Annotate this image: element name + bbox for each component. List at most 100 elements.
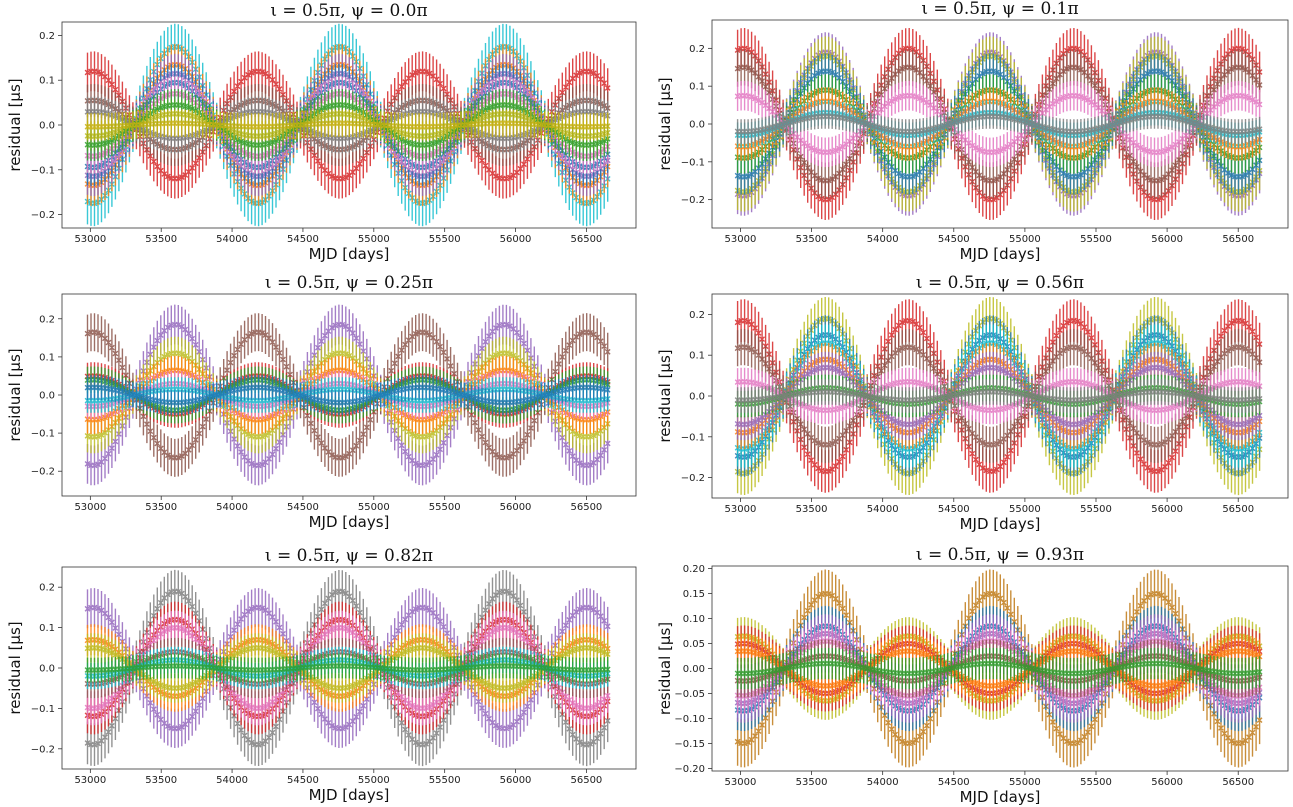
series [734,379,1263,413]
x-tick-label: 55000 [1009,504,1041,515]
x-tick-label: 54500 [938,234,970,245]
y-tick-label: 0.1 [689,82,705,93]
x-tick-label: 53000 [74,502,106,513]
y-tick-label: −0.1 [31,704,55,715]
x-tick-label: 55000 [1009,234,1041,245]
x-tick-label: 56000 [1151,234,1183,245]
y-tick-label: 0.15 [683,589,705,600]
chart-panel-2: 53000 53500 54000 54500 55000 55500 56000 56500… [656,0,1289,263]
series-marks [84,375,611,415]
x-tick-label: 56000 [500,775,532,786]
x-tick-label: 54500 [287,502,319,513]
x-tick-label: 55500 [429,502,461,513]
x-tick-label: 55500 [429,234,461,245]
y-tick-label: 0.2 [689,44,705,55]
x-tick-label: 55000 [358,234,390,245]
x-tick-label: 55500 [1080,234,1112,245]
y-tick-label: 0.1 [39,623,55,634]
y-tick-label: −0.1 [31,429,55,440]
y-tick-label: −0.2 [31,210,55,221]
chart-title: ι = 0.5π, ψ = 0.1π [921,0,1078,19]
series [734,104,1263,144]
x-tick-label: 56500 [1222,504,1254,515]
y-tick-label: 0.0 [689,392,705,403]
series-marks [734,379,1263,413]
chart-panel-1: 53000 53500 54000 54500 55000 55500 56000 56500… [6,1,637,263]
x-tick-label: 54000 [216,775,248,786]
x-tick-label: 55500 [1080,504,1112,515]
y-tick-label: 0.1 [39,76,55,87]
chart-title: ι = 0.5π, ψ = 0.93π [916,545,1084,565]
y-tick-label: 0.0 [39,664,55,675]
x-tick-label: 55500 [429,775,461,786]
x-tick-label: 54000 [216,502,248,513]
chart-panel-5: 53000 53500 54000 54500 55000 55500 56000 56500… [6,546,637,804]
x-tick-label: 56000 [1151,777,1183,788]
x-axis-label: MJD [days] [309,786,390,804]
y-tick-label: 0.2 [689,310,705,321]
series-marks [734,647,1263,690]
y-tick-label: −0.1 [31,165,55,176]
y-tick-label: −0.1 [681,157,705,168]
y-tick-label: 0.10 [683,614,705,625]
y-axis-label: residual [μs] [656,77,674,170]
x-tick-label: 54000 [867,777,899,788]
x-tick-label: 56500 [570,775,602,786]
y-axis-label: residual [μs] [656,349,674,442]
x-tick-label: 54000 [867,504,899,515]
x-tick-label: 55000 [358,775,390,786]
x-tick-label: 56000 [500,502,532,513]
y-tick-label: 0.0 [39,121,55,132]
y-tick-label: 0.1 [689,351,705,362]
x-tick-label: 53000 [725,504,757,515]
y-tick-label: 0.2 [39,314,55,325]
y-tick-label: −0.05 [674,689,705,700]
y-tick-label: 0.2 [39,583,55,594]
series [734,647,1263,690]
plot-area [84,23,611,227]
x-tick-label: 53000 [74,234,106,245]
x-tick-label: 53500 [145,775,177,786]
y-tick-label: −0.2 [681,195,705,206]
series-marks [734,104,1263,144]
x-tick-label: 53500 [796,234,828,245]
x-tick-label: 56500 [1222,234,1254,245]
y-tick-label: 0.2 [39,31,55,42]
series [84,375,611,415]
chart-title: ι = 0.5π, ψ = 0.0π [270,1,427,21]
x-tick-label: 53000 [725,234,757,245]
x-tick-label: 53000 [74,775,106,786]
x-axis-label: MJD [days] [960,245,1041,263]
plot-area [84,569,611,767]
x-tick-label: 55500 [1080,777,1112,788]
y-tick-label: −0.2 [31,467,55,478]
y-tick-label: 0.0 [39,391,55,402]
x-tick-label: 53500 [796,777,828,788]
series [84,109,611,141]
y-tick-label: 0.00 [683,664,705,675]
chart-title: ι = 0.5π, ψ = 0.82π [265,546,433,566]
y-tick-label: −0.20 [674,764,705,775]
y-axis-label: residual [μs] [6,621,24,714]
y-tick-label: 0.0 [689,120,705,131]
y-tick-label: −0.2 [31,744,55,755]
x-tick-label: 54500 [938,504,970,515]
x-tick-label: 53500 [145,234,177,245]
chart-panel-4: 53000 53500 54000 54500 55000 55500 56000 56500… [656,273,1289,533]
x-tick-label: 53500 [145,502,177,513]
chart-title: ι = 0.5π, ψ = 0.56π [916,273,1084,293]
x-tick-label: 56500 [570,502,602,513]
series-marks [84,109,611,141]
chart-title: ι = 0.5π, ψ = 0.25π [265,273,433,293]
y-tick-label: 0.1 [39,352,55,363]
x-tick-label: 55000 [1009,777,1041,788]
x-axis-label: MJD [days] [960,515,1041,533]
y-axis-label: residual [μs] [656,622,674,715]
x-tick-label: 54500 [287,234,319,245]
x-tick-label: 56000 [1151,504,1183,515]
y-axis-label: residual [μs] [6,78,24,171]
series [84,653,611,683]
y-tick-label: −0.10 [674,714,705,725]
plot-area [84,304,611,486]
